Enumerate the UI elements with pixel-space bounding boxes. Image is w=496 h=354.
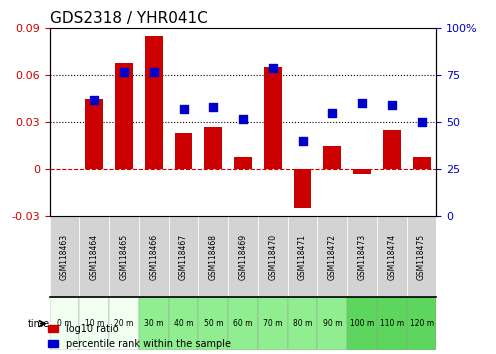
Point: [239, 116, 247, 121]
FancyBboxPatch shape: [169, 216, 198, 297]
Text: 90 m: 90 m: [322, 319, 342, 328]
Bar: [115, 63, 133, 169]
Text: GDS2318 / YHR041C: GDS2318 / YHR041C: [50, 11, 207, 26]
FancyBboxPatch shape: [258, 297, 288, 350]
Text: GSM118463: GSM118463: [60, 233, 69, 280]
FancyBboxPatch shape: [288, 216, 317, 297]
Text: GSM118469: GSM118469: [239, 233, 248, 280]
FancyBboxPatch shape: [228, 216, 258, 297]
FancyBboxPatch shape: [139, 297, 169, 350]
Point: [150, 69, 158, 74]
Bar: [204, 127, 222, 169]
FancyBboxPatch shape: [228, 297, 258, 350]
Text: 0 m: 0 m: [57, 319, 72, 328]
Bar: [85, 99, 103, 169]
FancyBboxPatch shape: [347, 216, 377, 297]
Bar: [175, 133, 192, 169]
FancyBboxPatch shape: [317, 216, 347, 297]
Text: 100 m: 100 m: [350, 319, 374, 328]
Bar: [264, 68, 282, 169]
Text: 60 m: 60 m: [233, 319, 253, 328]
Text: 30 m: 30 m: [144, 319, 164, 328]
Text: 110 m: 110 m: [380, 319, 404, 328]
FancyBboxPatch shape: [109, 297, 139, 350]
Text: GSM118472: GSM118472: [328, 234, 337, 280]
Text: 50 m: 50 m: [203, 319, 223, 328]
Point: [90, 97, 98, 103]
Text: 80 m: 80 m: [293, 319, 312, 328]
Point: [388, 103, 396, 108]
Point: [358, 101, 366, 106]
Text: 40 m: 40 m: [174, 319, 193, 328]
Text: GSM118464: GSM118464: [90, 233, 99, 280]
Bar: [413, 157, 431, 169]
Point: [418, 119, 426, 125]
Text: GSM118474: GSM118474: [387, 233, 396, 280]
Text: 10 m: 10 m: [84, 319, 104, 328]
FancyBboxPatch shape: [79, 216, 109, 297]
FancyBboxPatch shape: [288, 297, 317, 350]
FancyBboxPatch shape: [377, 297, 407, 350]
Bar: [353, 169, 371, 174]
Text: GSM118466: GSM118466: [149, 233, 158, 280]
Text: GSM118470: GSM118470: [268, 233, 277, 280]
Bar: [294, 169, 311, 209]
FancyBboxPatch shape: [198, 216, 228, 297]
Text: GSM118465: GSM118465: [120, 233, 128, 280]
FancyBboxPatch shape: [139, 216, 169, 297]
Point: [209, 104, 217, 110]
Text: GSM118467: GSM118467: [179, 233, 188, 280]
FancyBboxPatch shape: [377, 216, 407, 297]
FancyBboxPatch shape: [109, 216, 139, 297]
Text: 120 m: 120 m: [410, 319, 434, 328]
FancyBboxPatch shape: [50, 216, 79, 297]
Point: [120, 69, 128, 74]
FancyBboxPatch shape: [317, 297, 347, 350]
FancyBboxPatch shape: [258, 216, 288, 297]
Text: GSM118468: GSM118468: [209, 234, 218, 280]
FancyBboxPatch shape: [79, 297, 109, 350]
Legend: log10 ratio, percentile rank within the sample: log10 ratio, percentile rank within the …: [45, 320, 235, 353]
Text: GSM118471: GSM118471: [298, 234, 307, 280]
Text: GSM118475: GSM118475: [417, 233, 426, 280]
Bar: [383, 130, 401, 169]
Point: [269, 65, 277, 70]
FancyBboxPatch shape: [407, 216, 436, 297]
Text: GSM118473: GSM118473: [358, 233, 367, 280]
Text: 70 m: 70 m: [263, 319, 283, 328]
FancyBboxPatch shape: [50, 297, 79, 350]
FancyBboxPatch shape: [169, 297, 198, 350]
Bar: [145, 36, 163, 169]
Point: [180, 106, 187, 112]
Bar: [323, 146, 341, 169]
FancyBboxPatch shape: [407, 297, 436, 350]
FancyBboxPatch shape: [198, 297, 228, 350]
FancyBboxPatch shape: [347, 297, 377, 350]
Text: 20 m: 20 m: [114, 319, 134, 328]
Bar: [234, 157, 252, 169]
Text: time: time: [27, 319, 50, 329]
Point: [328, 110, 336, 116]
Point: [299, 138, 307, 144]
